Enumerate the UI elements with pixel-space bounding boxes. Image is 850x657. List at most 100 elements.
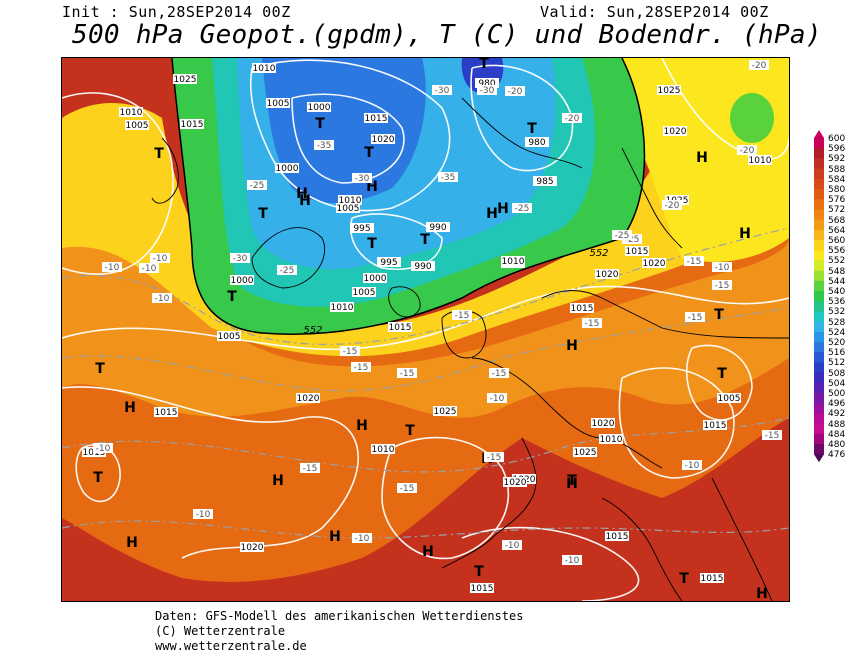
isobar-label: 1020: [297, 394, 320, 404]
colorbar-swatch: [814, 138, 824, 149]
isobar-label: 985: [536, 177, 553, 187]
temperature-label-bg: [762, 430, 782, 440]
colorbar-tick-label: 512: [828, 358, 846, 369]
colorbar-swatch: [814, 250, 824, 261]
colorbar-swatch: [814, 260, 824, 272]
data-source-text: Daten: GFS-Modell des amerikanischen Wet…: [155, 609, 524, 623]
isobar-label-bg: [307, 102, 331, 112]
colorbar-tick-label: 504: [828, 378, 846, 389]
temperature-label: -15: [687, 257, 702, 267]
colorbar-swatch: [814, 321, 824, 333]
temperature-label-bg: [484, 452, 504, 462]
colorbar-tick-label: 480: [828, 440, 846, 450]
colorbar-tick-label: 476: [828, 450, 846, 461]
temperature-label: -15: [303, 464, 318, 474]
temperature-label-bg: [712, 280, 732, 290]
colorbar-swatch: [814, 382, 824, 394]
colorbar-tick-label: 500: [828, 389, 846, 399]
temperature-isolines: [62, 227, 789, 539]
temperature-label: -10: [96, 444, 111, 454]
temperature-label: -15: [688, 313, 703, 323]
temperature-label-bg: [397, 368, 417, 378]
high-pressure-marker: H: [696, 150, 708, 166]
temperature-label: -20: [508, 87, 523, 97]
temperature-label-bg: [489, 368, 509, 378]
high-pressure-marker: H: [756, 586, 768, 601]
isobar-label: 1010: [502, 257, 525, 267]
contour-552-label: 552: [589, 248, 608, 259]
init-time-label: Init : Sun,28SEP2014 00Z: [62, 3, 291, 21]
colorbar-swatch: [814, 199, 824, 210]
isobar-label: 1015: [606, 532, 629, 542]
temperature-label: -10: [355, 534, 370, 544]
temperature-label-bg: [505, 86, 525, 96]
low-pressure-marker: T: [367, 236, 377, 252]
isobar-label-bg: [663, 126, 687, 136]
isobar-label-bg: [371, 444, 395, 454]
colorbar-tick-label: 528: [828, 317, 846, 328]
isobar-label: 1020: [643, 259, 666, 269]
contour-552: [171, 58, 646, 335]
temperature-label: -15: [343, 347, 358, 357]
temperature-label: -15: [765, 431, 780, 441]
isobar-label-bg: [364, 113, 388, 123]
colorbar-swatch: [814, 148, 824, 159]
high-pressure-marker: H: [422, 544, 434, 560]
colorbar-tick-label: 588: [828, 164, 846, 175]
colorbar-tick-label: 524: [828, 327, 846, 338]
isobar-label: 1010: [120, 108, 143, 118]
colorbar-swatch: [814, 178, 824, 190]
colorbar-tick-label: 520: [828, 338, 846, 348]
temperature-label: -25: [515, 204, 530, 214]
colorbar-swatch: [814, 413, 824, 425]
temperature-label-bg: [477, 85, 497, 95]
colorbar-swatch: [814, 362, 824, 374]
temperature-label-bg: [512, 203, 532, 213]
isobar-label-bg: [125, 120, 149, 130]
temperature-label-bg: [682, 460, 702, 470]
colorbar-tick-label: 560: [828, 236, 846, 246]
yellow-orange-band: [62, 223, 789, 418]
colorbar-swatch: [814, 433, 824, 445]
temperature-label-bg: [582, 318, 602, 328]
high-pressure-marker: H: [497, 201, 509, 217]
isobar-label: 1015: [365, 114, 388, 124]
isobar-label: 1010: [339, 196, 362, 206]
isobar-label-bg: [573, 447, 597, 457]
colorbar-swatch: [814, 168, 824, 180]
colorbar-tick-label: 548: [828, 266, 846, 277]
isobar-label: 1010: [253, 64, 276, 74]
isobar-label-bg: [533, 176, 557, 186]
isobar-label-bg: [525, 137, 549, 147]
temperature-label: -20: [565, 114, 580, 124]
isobar-label-bg: [388, 322, 412, 332]
temperature-label: -15: [492, 369, 507, 379]
temperature-label: -10: [715, 263, 730, 273]
colorbar-swatch: [814, 311, 824, 323]
isobar-label-bg: [252, 63, 276, 73]
low-pressure-marker: T: [714, 307, 724, 323]
colorbar-tick-label: 496: [828, 399, 846, 410]
colorbar-swatch: [814, 219, 824, 231]
colorbar-tick-label: 484: [828, 429, 846, 440]
isobar-label-bg: [180, 119, 204, 129]
colorbar-tick-label: 572: [828, 205, 846, 216]
temperature-label-bg: [340, 346, 360, 356]
low-pressure-marker: T: [93, 470, 103, 486]
high-pressure-marker: H: [329, 529, 341, 545]
colorbar-bottom-arrow: [814, 454, 824, 463]
temperature-label-bg: [562, 555, 582, 565]
isobar-label: 1015: [155, 408, 178, 418]
isobar-label: 1020: [592, 419, 615, 429]
temperature-label-bg: [438, 172, 458, 182]
isobar-label: 1005: [718, 394, 741, 404]
isobar-label-bg: [266, 98, 290, 108]
temperature-label: -10: [505, 541, 520, 551]
temperature-label-bg: [612, 230, 632, 240]
colorbar-swatch: [814, 270, 824, 282]
colorbar-tick-label: 584: [828, 174, 846, 185]
temperature-label-bg: [150, 253, 170, 263]
isobar-label-bg: [336, 203, 360, 213]
low-pressure-marker: T: [567, 473, 577, 489]
isobar-label: 1015: [626, 247, 649, 257]
